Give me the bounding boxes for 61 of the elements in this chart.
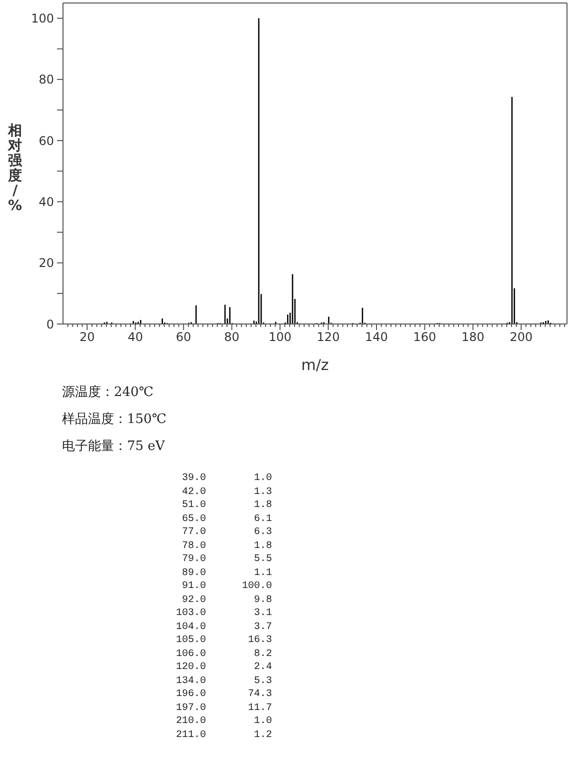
text: 65.0 <box>180 512 206 526</box>
text: 1.0 <box>252 715 272 728</box>
y-tick-label: 60 <box>38 134 54 148</box>
text: 100.0 <box>240 580 272 594</box>
x-tick-label: 20 <box>79 330 95 344</box>
text: 1.3 <box>252 486 272 499</box>
text: 1.8 <box>252 540 272 553</box>
text: 11.7 <box>246 702 272 715</box>
text: 源温度：240℃ <box>62 384 154 401</box>
text: 106.0 <box>174 648 206 661</box>
text: 51.0 <box>180 499 206 512</box>
x-tick-label: 120 <box>316 330 340 344</box>
text: 1.8 <box>252 499 272 512</box>
y-tick-label: 80 <box>38 72 54 87</box>
text: 197.0 <box>174 702 206 715</box>
text: 89.0 <box>180 566 206 580</box>
text: 16.3 <box>246 634 272 648</box>
text: 211.0 <box>174 728 206 742</box>
text: 3.7 <box>252 620 272 634</box>
text: 77.0 <box>180 526 206 540</box>
text: 5.5 <box>252 553 272 566</box>
x-axis-title: m/z <box>301 356 329 374</box>
text: 样品温度：150℃ <box>62 411 166 428</box>
text: 91.0 <box>180 580 206 594</box>
text: 134.0 <box>174 674 206 688</box>
text: 196.0 <box>174 688 206 702</box>
text: 电子能量：75 eV <box>62 438 165 455</box>
text: 5.3 <box>252 674 272 688</box>
text: 42.0 <box>180 486 206 499</box>
x-tick-label: 180 <box>462 330 484 344</box>
text: 105.0 <box>174 634 206 648</box>
text: 1.2 <box>252 728 272 742</box>
text: 6.3 <box>252 526 272 540</box>
y-tick-label: 40 <box>38 194 54 209</box>
text: 210.0 <box>174 715 206 728</box>
x-tick-label: 200 <box>510 330 533 344</box>
x-tick-label: 40 <box>128 330 143 344</box>
text: 9.8 <box>252 594 272 607</box>
text: 74.3 <box>246 688 272 702</box>
x-tick-label: 100 <box>268 330 292 344</box>
text: 78.0 <box>180 540 206 553</box>
x-tick-label: 140 <box>365 330 388 344</box>
y-tick-label: 20 <box>38 256 54 270</box>
text: 92.0 <box>180 594 206 607</box>
x-tick-label: 160 <box>413 330 436 344</box>
text: 79.0 <box>180 553 206 566</box>
text: 3.1 <box>252 607 272 620</box>
y-tick-label: 100 <box>31 12 54 26</box>
text: 39.0 <box>180 472 206 486</box>
text: 1.1 <box>252 566 272 580</box>
text: 6.1 <box>252 512 272 526</box>
y-tick-label: 0 <box>46 317 54 332</box>
text: 104.0 <box>174 620 206 634</box>
text: 103.0 <box>174 607 206 620</box>
x-tick-label: 80 <box>224 330 240 344</box>
text: 120.0 <box>174 661 206 674</box>
x-tick-label: 60 <box>176 330 192 344</box>
text: 8.2 <box>252 648 272 661</box>
y-axis-title: 相对强度/% <box>7 123 23 214</box>
text: 1.0 <box>252 472 272 486</box>
text: 2.4 <box>252 661 272 674</box>
